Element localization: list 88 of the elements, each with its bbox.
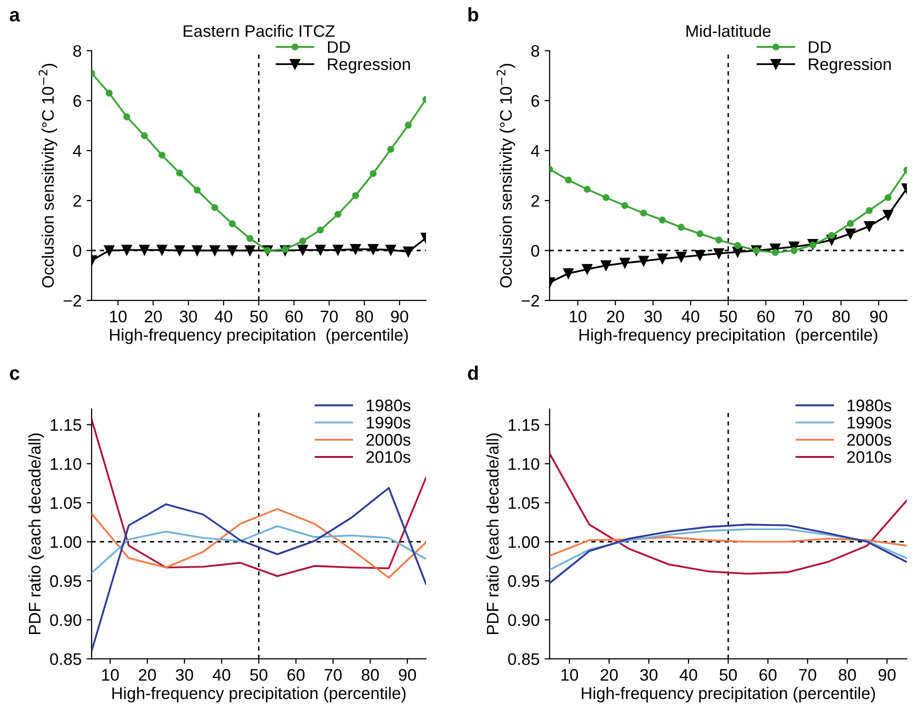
x-tick-label: 70 <box>324 669 342 681</box>
x-tick-label: 60 <box>286 310 303 322</box>
x-tick-label: 20 <box>606 310 624 322</box>
y-tick-label: 1.10 <box>508 458 540 470</box>
text: a <box>10 10 20 22</box>
y-tick-label: 0.85 <box>50 653 82 666</box>
y-tick-label: 4 <box>72 145 82 157</box>
x-tick-label: 50 <box>720 669 737 681</box>
x-tick-label: 60 <box>757 310 774 322</box>
legend-label: 1990s <box>848 416 892 429</box>
x-tick-label: 40 <box>214 310 232 322</box>
x-tick-label: 50 <box>250 310 268 322</box>
y-axis-title: Occlusion sensitivity (°C 10$^{−2}$) <box>496 64 516 288</box>
y-tick-label: 0 <box>531 244 540 257</box>
y-tick-label: 1.05 <box>508 497 540 509</box>
legend-label: Regression <box>328 58 410 74</box>
x-tick-label: 40 <box>682 310 700 322</box>
y-tick-label: 0.90 <box>508 614 540 626</box>
y-tick-label: 1.15 <box>50 419 82 431</box>
x-axis-title: High-frequency precipitation (percentile) <box>112 686 406 702</box>
y-tick-label: 1.00 <box>50 536 82 548</box>
y-tick-label: 0.95 <box>50 575 82 587</box>
text: b <box>468 7 478 22</box>
x-tick-label: 10 <box>110 310 127 322</box>
x-tick-label: 70 <box>799 669 816 681</box>
legend-label: 2010s <box>847 451 892 463</box>
legend-label: DD <box>328 41 350 53</box>
x-tick-label: 10 <box>561 669 578 681</box>
x-tick-label: 30 <box>644 310 662 322</box>
legend-label: 1990s <box>366 416 410 429</box>
x-tick-label: 80 <box>838 669 856 681</box>
y-tick-label: 2 <box>73 194 82 207</box>
y-tick-label: −2 <box>64 294 82 306</box>
text: c <box>10 369 20 380</box>
legend-label: 2010s <box>366 451 410 463</box>
x-tick-label: 70 <box>795 310 812 322</box>
y-tick-label: 8 <box>531 45 540 57</box>
x-tick-label: 90 <box>878 669 896 681</box>
y-tick-label: 0.90 <box>50 614 82 626</box>
x-tick-label: 50 <box>720 310 737 322</box>
x-tick-label: 90 <box>870 310 888 322</box>
legend-label: 1980s <box>366 400 410 412</box>
legend-label: 1980s <box>848 400 892 412</box>
chart-title: Eastern Pacific ITCZ <box>184 24 335 37</box>
y-tick-label: −2 <box>522 294 540 306</box>
legend-label: DD <box>808 41 831 53</box>
x-tick-label: 30 <box>640 669 658 681</box>
y-tick-label: 1.05 <box>50 497 82 509</box>
chart-title: Mid-latitude <box>686 24 771 37</box>
x-tick-label: 80 <box>832 310 850 322</box>
legend-label: 2000s <box>366 434 410 446</box>
y-axis-title: PDF ratio (each decade/all) <box>28 434 44 634</box>
x-tick-label: 10 <box>102 669 119 681</box>
x-axis-title: High-frequency precipitation (percentile) <box>580 328 878 344</box>
y-tick-label: 2 <box>531 194 540 207</box>
x-tick-label: 20 <box>138 669 156 681</box>
x-tick-label: 80 <box>362 669 379 681</box>
x-tick-label: 60 <box>759 669 777 681</box>
y-tick-label: 0 <box>73 244 82 257</box>
y-tick-label: 8 <box>73 45 82 57</box>
y-tick-label: 1.10 <box>50 458 82 470</box>
x-tick-label: 30 <box>176 669 194 681</box>
y-tick-label: 6 <box>531 95 540 107</box>
legend-label: Regression <box>808 58 891 74</box>
y-tick-label: 1.15 <box>508 419 540 431</box>
y-tick-label: 4 <box>530 145 540 157</box>
legend-label: 2000s <box>847 434 892 446</box>
x-tick-label: 70 <box>320 310 338 322</box>
x-tick-label: 80 <box>356 310 373 322</box>
x-tick-label: 30 <box>180 310 197 322</box>
text: d <box>468 366 478 380</box>
x-tick-label: 40 <box>212 669 230 681</box>
y-tick-label: 0.95 <box>508 575 540 587</box>
x-tick-label: 20 <box>144 310 162 322</box>
x-tick-label: 90 <box>398 669 416 681</box>
y-axis-title: Occlusion sensitivity (°C 10$^{−2}$) <box>38 64 58 288</box>
x-tick-label: 50 <box>250 669 268 681</box>
y-tick-label: 0.85 <box>508 653 540 666</box>
x-tick-label: 40 <box>680 669 698 681</box>
x-tick-label: 60 <box>287 669 305 681</box>
x-tick-label: 10 <box>570 310 586 322</box>
x-tick-label: 20 <box>600 669 618 681</box>
y-tick-label: 1.00 <box>508 536 540 548</box>
y-axis-title: PDF ratio (each decade/all) <box>486 434 502 634</box>
y-tick-label: 6 <box>73 95 82 107</box>
x-tick-label: 90 <box>391 310 408 322</box>
x-axis-title: High-frequency precipitation (percentile) <box>110 328 408 344</box>
x-axis-title: High-frequency precipitation (percentile) <box>582 686 875 702</box>
